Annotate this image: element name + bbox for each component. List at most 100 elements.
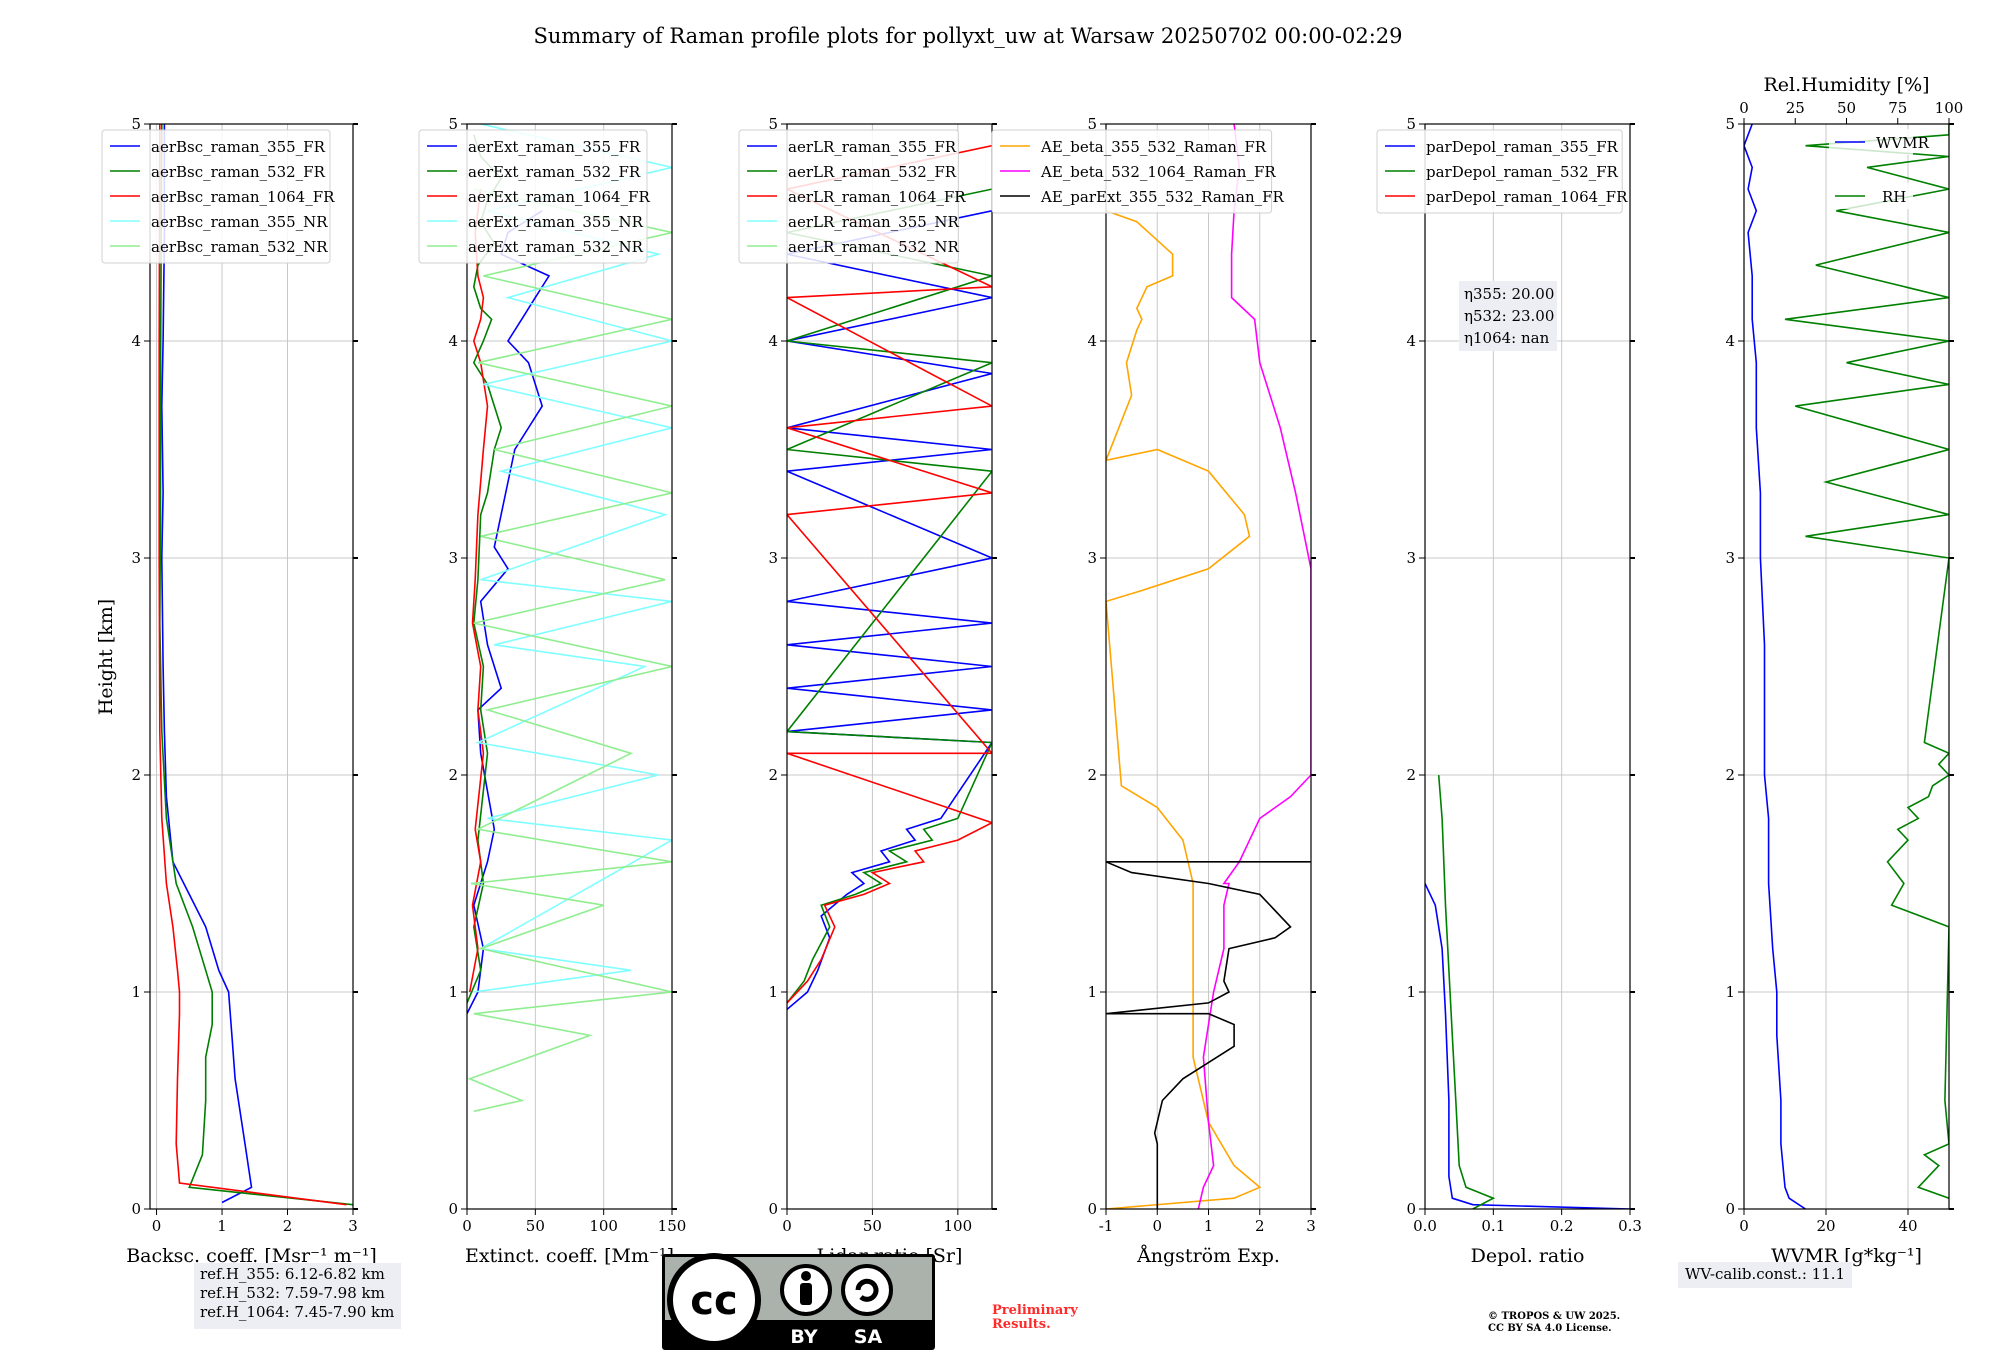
series-line-rh xyxy=(1784,124,1949,1199)
top-tick-label: 100 xyxy=(1935,99,1964,117)
series-line-aerlr-raman-532-fr xyxy=(787,188,992,1004)
y-tick-label: 0 xyxy=(1406,1200,1416,1218)
cc-sa-label: SA xyxy=(854,1326,883,1348)
legend-label: aerExt_raman_355_NR xyxy=(468,213,644,231)
y-tick-label: 1 xyxy=(768,983,778,1001)
cc-by-label: BY xyxy=(790,1326,817,1348)
y-tick-label: 1 xyxy=(448,983,458,1001)
legend-label: aerLR_raman_532_FR xyxy=(788,163,957,181)
x-tick-label: 2 xyxy=(283,1217,293,1235)
ref-h-532: ref.H_532: 7.59-7.98 km xyxy=(200,1284,385,1302)
series-line-wvmr xyxy=(1744,124,1806,1209)
eta-annotation-box xyxy=(1459,281,1557,351)
legend-label: RH xyxy=(1882,188,1906,206)
x-tick-label: 100 xyxy=(944,1217,973,1235)
y-tick-label: 3 xyxy=(1087,549,1097,567)
series-line-ae-beta-355-532-raman-fr xyxy=(1106,210,1262,1209)
ref-h-1064: ref.H_1064: 7.45-7.90 km xyxy=(200,1303,395,1321)
y-tick-label: 5 xyxy=(1725,115,1735,133)
y-tick-label: 4 xyxy=(1087,332,1097,350)
legend-label: aerExt_raman_355_FR xyxy=(468,138,641,156)
x-tick-label: 0 xyxy=(462,1217,472,1235)
y-tick-label: 3 xyxy=(131,549,141,567)
copyright-line-2: CC BY SA 4.0 License. xyxy=(1488,1323,1612,1334)
x-tick-label: 0 xyxy=(1739,1217,1749,1235)
y-tick-label: 1 xyxy=(1725,983,1735,1001)
x-tick-label: 50 xyxy=(526,1217,545,1235)
ref-h-355: ref.H_355: 6.12-6.82 km xyxy=(200,1265,385,1283)
y-tick-label: 5 xyxy=(448,115,458,133)
y-tick-label: 2 xyxy=(131,766,141,784)
wv-calib-text: WV-calib.const.: 11.1 xyxy=(1685,1265,1846,1283)
y-tick-label: 0 xyxy=(448,1200,458,1218)
legend-label: aerBsc_raman_532_FR xyxy=(151,163,326,181)
eta-annotation: η532: 23.00 xyxy=(1464,307,1554,325)
legend-label: AE_beta_532_1064_Raman_FR xyxy=(1040,163,1276,181)
preliminary-line-2: Results. xyxy=(992,1317,1051,1332)
reference-height-box: ref.H_355: 6.12-6.82 km ref.H_532: 7.59-… xyxy=(194,1263,401,1329)
y-tick-label: 5 xyxy=(768,115,778,133)
sa-arrow-icon xyxy=(841,1264,893,1316)
y-tick-label: 3 xyxy=(1725,549,1735,567)
x-axis-label: Ångström Exp. xyxy=(1136,1245,1280,1267)
x-tick-label: 50 xyxy=(863,1217,882,1235)
y-tick-label: 5 xyxy=(131,115,141,133)
top-tick-label: 50 xyxy=(1837,99,1856,117)
x-tick-label: 0 xyxy=(152,1217,162,1235)
x-tick-label: -1 xyxy=(1099,1217,1114,1235)
y-tick-label: 3 xyxy=(768,549,778,567)
series-line-pardepol-raman-355-fr xyxy=(1425,883,1630,1209)
y-tick-label: 4 xyxy=(131,332,141,350)
legend-label: parDepol_raman_532_FR xyxy=(1426,163,1619,181)
x-tick-label: 0.1 xyxy=(1481,1217,1505,1235)
x-tick-label: 1 xyxy=(1204,1217,1214,1235)
top-tick-label: 75 xyxy=(1888,99,1907,117)
series-group xyxy=(1425,774,1630,1209)
x-tick-label: 0 xyxy=(782,1217,792,1235)
by-person-head-icon xyxy=(801,1271,811,1281)
x-tick-label: 0.0 xyxy=(1413,1217,1437,1235)
series-group xyxy=(1106,124,1311,1209)
cc-license-badge[interactable]: cc BY SA xyxy=(662,1253,935,1350)
legend-box xyxy=(738,129,959,264)
x-axis-label: Backsc. coeff. [Msr⁻¹ m⁻¹] xyxy=(126,1245,377,1267)
legend-label: aerLR_raman_355_NR xyxy=(788,213,959,231)
y-tick-label: 0 xyxy=(1725,1200,1735,1218)
y-tick-label: 1 xyxy=(1406,983,1416,1001)
y-tick-label: 1 xyxy=(131,983,141,1001)
series-line-aerbsc-raman-1064-fr xyxy=(158,124,347,1206)
series-line-aerext-raman-1064-fr xyxy=(468,188,489,993)
series-line-aerbsc-raman-355-fr xyxy=(160,124,253,1204)
x-tick-label: 40 xyxy=(1898,1217,1917,1235)
x-tick-label: 0 xyxy=(1152,1217,1162,1235)
legend-label: aerBsc_raman_1064_FR xyxy=(151,188,335,206)
figure-title: Summary of Raman profile plots for polly… xyxy=(533,24,1402,48)
copyright-note: © TROPOS & UW 2025. CC BY SA 4.0 License… xyxy=(1488,1311,1620,1335)
series-line-aerbsc-raman-532-fr xyxy=(158,124,353,1206)
legend-label: aerBsc_raman_532_NR xyxy=(151,238,328,256)
legend-box xyxy=(101,129,331,264)
eta-annotation: η1064: nan xyxy=(1464,329,1550,347)
series-group xyxy=(1744,124,1949,1209)
panel-wvmr: 0 20 40 0 1 2 3 4 5 WVMR [g*kg⁻¹] 0 25 50 75 100 Rel.Hu… xyxy=(1725,74,1963,1267)
legend-box xyxy=(418,129,648,264)
y-axis-label: Height [km] xyxy=(95,599,117,715)
legend-label: WVMR xyxy=(1876,134,1930,152)
legend-label: parDepol_raman_355_FR xyxy=(1426,138,1619,156)
legend-label: aerLR_raman_532_NR xyxy=(788,238,959,256)
wv-calibration-box: WV-calib.const.: 11.1 xyxy=(1678,1262,1853,1288)
panel-extinction: 0 50 100 150 0 1 2 3 4 5 Extinct. coeff. [Mm⁻¹] aer… xyxy=(418,115,686,1267)
x-tick-label: 2 xyxy=(1255,1217,1265,1235)
x-tick-label: 1 xyxy=(217,1217,227,1235)
series-line-ae-beta-532-1064-raman-fr xyxy=(1197,124,1311,1209)
panel-frame xyxy=(786,123,993,1210)
series-group xyxy=(787,144,992,1011)
x-tick-label: 0.3 xyxy=(1618,1217,1642,1235)
panel-backscatter: 0 1 2 3 0 1 2 3 4 5 Backsc. coeff. [Msr⁻¹ m⁻¹] aerB… xyxy=(101,115,377,1267)
series-line-aerext-raman-355-nr xyxy=(473,124,672,993)
x-tick-label: 20 xyxy=(1816,1217,1835,1235)
legend-label: aerExt_raman_532_NR xyxy=(468,238,644,256)
x-axis-label: Depol. ratio xyxy=(1471,1245,1585,1267)
